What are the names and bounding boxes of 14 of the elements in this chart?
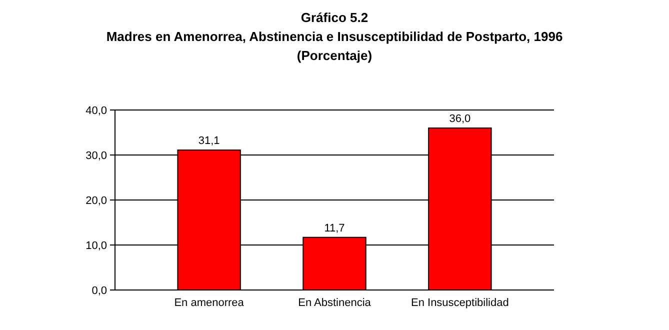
data-label: 31,1 [198, 135, 220, 148]
x-tick-label: En amenorrea [174, 297, 245, 309]
chart-title: Gráfico 5.2 [300, 10, 368, 25]
data-label: 36,0 [449, 113, 471, 125]
data-label: 11,7 [324, 222, 345, 234]
y-tick-label: 0,0 [92, 284, 107, 297]
y-tick-label: 40,0 [86, 104, 107, 117]
x-tick-label: En Insusceptibilidad [411, 297, 509, 309]
x-tick-label: En Abstinencia [298, 297, 372, 309]
chart-subtitle: Madres en Amenorrea, Abstinencia e Insusceptibilidad de Postparto, 1996 [106, 29, 563, 44]
y-tick-label: 30,0 [86, 150, 107, 162]
y-tick-label: 20,0 [86, 194, 107, 207]
text: (Porcentaje) [296, 48, 372, 63]
y-tick-label: 10,0 [86, 240, 107, 252]
